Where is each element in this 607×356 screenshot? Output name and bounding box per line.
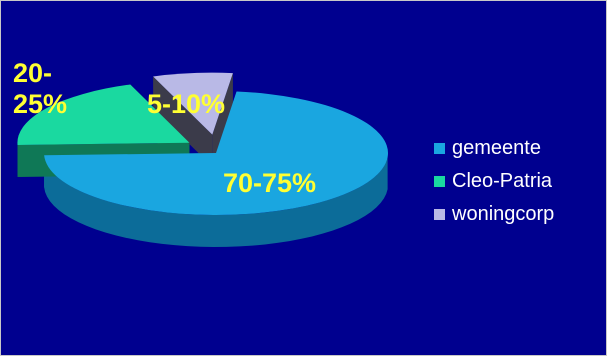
pie-slice-cut-woningcorp-0 <box>153 76 213 167</box>
legend-label-woningcorp: woningcorp <box>452 203 555 225</box>
pie-slice-cleo-patria <box>17 84 190 146</box>
pie-slice-side-gemeente <box>44 155 388 247</box>
pie-slice-cut-woningcorp-1 <box>212 73 233 167</box>
legend-swatch-woningcorp <box>434 209 445 220</box>
legend-label-gemeente: gemeente <box>452 137 541 159</box>
legend: gemeente Cleo-Patria woningcorp <box>434 132 554 231</box>
legend-item-woningcorp: woningcorp <box>434 198 554 231</box>
pie-slice-gemeente <box>44 91 388 215</box>
slice-label-cleo-patria: 20- 25% <box>13 58 68 119</box>
legend-item-cleo-patria: Cleo-Patria <box>434 165 554 198</box>
slice-label-woningcorp: 5-10% <box>147 89 226 119</box>
legend-item-gemeente: gemeente <box>434 132 554 165</box>
slice-label-gemeente: 70-75% <box>223 168 317 198</box>
legend-swatch-gemeente <box>434 143 445 154</box>
pie-slice-woningcorp <box>153 72 233 135</box>
legend-label-cleo-patria: Cleo-Patria <box>452 170 553 192</box>
legend-swatch-cleo-patria <box>434 176 445 187</box>
